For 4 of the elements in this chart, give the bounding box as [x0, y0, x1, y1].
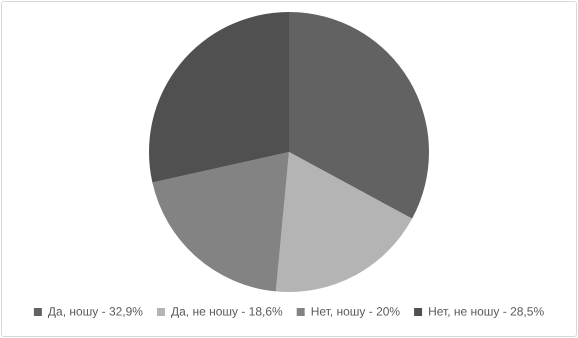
legend-label: Нет, не ношу - 28,5% — [428, 304, 544, 318]
legend-label: Да, ношу - 32,9% — [48, 304, 144, 318]
legend-label: Да, не ношу - 18,6% — [170, 304, 284, 318]
legend-label: Нет, ношу - 20% — [310, 304, 400, 318]
